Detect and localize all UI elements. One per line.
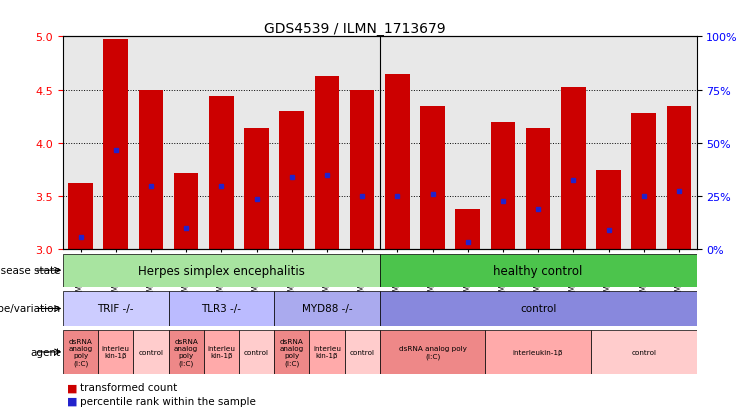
Text: dsRNA
analog
poly
(I:C): dsRNA analog poly (I:C) xyxy=(174,338,199,366)
Text: TLR3 -/-: TLR3 -/- xyxy=(202,304,242,314)
Bar xyxy=(631,114,656,250)
Text: interleu
kin-1β: interleu kin-1β xyxy=(313,346,341,358)
Text: interleukin-1β: interleukin-1β xyxy=(513,349,563,355)
Text: control: control xyxy=(139,349,164,355)
Bar xyxy=(174,173,199,250)
Bar xyxy=(279,112,304,250)
Bar xyxy=(345,330,379,374)
Text: interleu
kin-1β: interleu kin-1β xyxy=(207,346,236,358)
Bar xyxy=(63,254,379,287)
Bar xyxy=(310,330,345,374)
Bar xyxy=(63,330,98,374)
Bar xyxy=(667,106,691,250)
Bar xyxy=(245,128,269,250)
Text: control: control xyxy=(244,349,269,355)
Text: interleu
kin-1β: interleu kin-1β xyxy=(102,346,130,358)
Text: control: control xyxy=(631,349,657,355)
Bar xyxy=(379,330,485,374)
Bar xyxy=(385,74,410,250)
Text: ■: ■ xyxy=(67,382,81,392)
Text: TRIF -/-: TRIF -/- xyxy=(98,304,134,314)
Bar xyxy=(526,128,551,250)
Bar xyxy=(133,330,168,374)
Bar xyxy=(379,254,697,287)
Bar xyxy=(104,40,128,250)
Title: GDS4539 / ILMN_1713679: GDS4539 / ILMN_1713679 xyxy=(264,22,445,36)
Text: dsRNA
analog
poly
(I:C): dsRNA analog poly (I:C) xyxy=(279,338,304,366)
Text: control: control xyxy=(520,304,556,314)
Text: transformed count: transformed count xyxy=(80,382,177,392)
Bar xyxy=(456,209,480,250)
Bar xyxy=(274,330,310,374)
Text: dsRNA
analog
poly
(I:C): dsRNA analog poly (I:C) xyxy=(68,338,93,366)
Text: healthy control: healthy control xyxy=(494,264,583,277)
Bar xyxy=(491,122,515,250)
Text: Herpes simplex encephalitis: Herpes simplex encephalitis xyxy=(138,264,305,277)
Bar xyxy=(274,291,380,326)
Bar xyxy=(315,76,339,250)
Bar xyxy=(485,330,591,374)
Text: ■: ■ xyxy=(67,396,81,406)
Bar xyxy=(379,291,697,326)
Bar xyxy=(209,97,233,250)
Bar xyxy=(239,330,274,374)
Bar xyxy=(204,330,239,374)
Text: agent: agent xyxy=(30,347,61,357)
Bar xyxy=(98,330,133,374)
Bar xyxy=(169,291,274,326)
Bar xyxy=(350,90,374,250)
Bar xyxy=(63,291,169,326)
Bar xyxy=(139,90,163,250)
Text: disease state: disease state xyxy=(0,266,61,275)
Text: percentile rank within the sample: percentile rank within the sample xyxy=(80,396,256,406)
Text: MYD88 -/-: MYD88 -/- xyxy=(302,304,352,314)
Bar xyxy=(68,184,93,250)
Text: dsRNA analog poly
(I:C): dsRNA analog poly (I:C) xyxy=(399,345,467,359)
Bar xyxy=(591,330,697,374)
Text: genotype/variation: genotype/variation xyxy=(0,304,61,314)
Bar xyxy=(169,330,204,374)
Bar xyxy=(420,106,445,250)
Bar xyxy=(561,88,585,250)
Bar xyxy=(597,170,621,250)
Text: control: control xyxy=(350,349,375,355)
